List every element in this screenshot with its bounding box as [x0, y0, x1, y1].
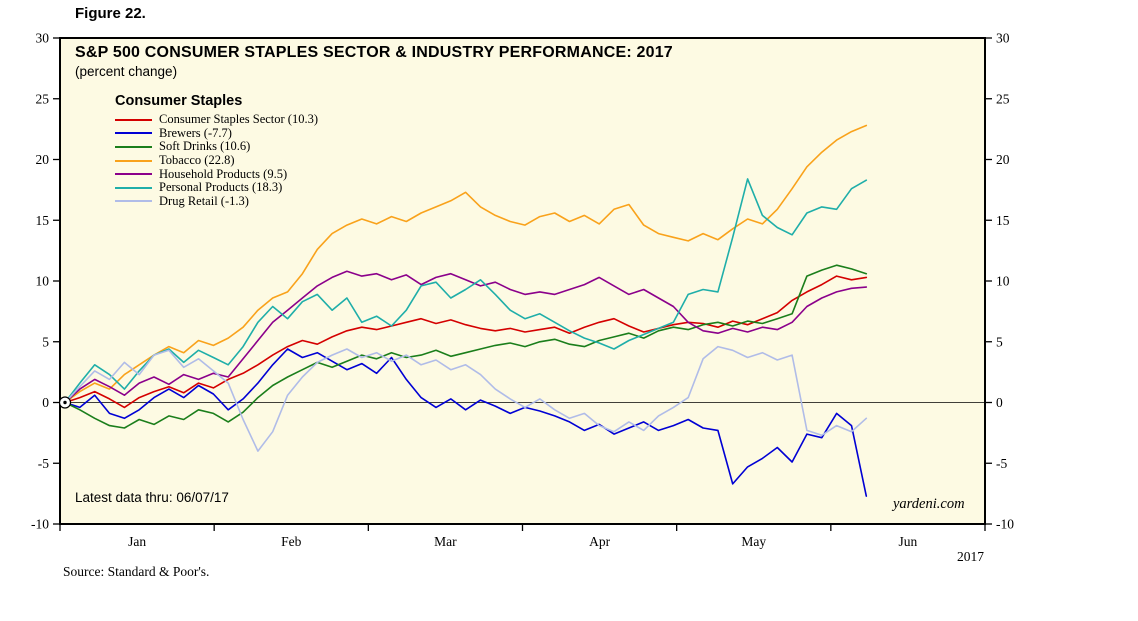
legend-item-list: Consumer Staples Sector (10.3) Brewers (-…	[115, 112, 319, 209]
legend-swatch-drug-retail	[115, 200, 152, 203]
legend-item: Tobacco (22.8)	[115, 153, 318, 168]
legend-item: Personal Products (18.3)	[115, 180, 318, 195]
y-axis-label-right: 25	[996, 91, 1010, 106]
y-axis-label-right: -10	[996, 517, 1014, 532]
y-axis-label-left: 10	[36, 274, 50, 289]
legend-label: Tobacco (22.8)	[159, 153, 235, 168]
legend-item: Drug Retail (-1.3)	[115, 193, 318, 209]
y-axis-label-left: -5	[38, 456, 49, 471]
series-line-consumer-staples-sector	[64, 275, 868, 409]
watermark-yardeni: yardeni.com	[893, 496, 965, 512]
legend-swatch-consumer-staples-sector	[115, 118, 152, 121]
y-axis-label-right: 0	[996, 395, 1003, 410]
x-axis-month-label: May	[741, 534, 766, 549]
y-axis-label-left: 20	[36, 152, 50, 167]
x-axis-month-label: Feb	[281, 534, 302, 549]
series-line-personal-products	[64, 178, 868, 404]
legend-swatch-personal-products	[115, 186, 152, 189]
legend: Consumer Staples Sector (10.3) Brewers (-…	[115, 112, 319, 209]
y-axis-label-left: 30	[36, 31, 50, 46]
y-axis-label-right: 10	[996, 274, 1010, 289]
legend-item: Consumer Staples Sector (10.3)	[115, 112, 319, 127]
legend-item: Soft Drinks (10.6)	[115, 139, 318, 154]
x-axis-month-label: Mar	[434, 534, 457, 549]
legend-item: Brewers (-7.7)	[115, 125, 318, 141]
y-axis-label-left: -10	[31, 517, 49, 532]
series-line-household-products	[64, 270, 868, 404]
y-axis-label-right: -5	[996, 456, 1007, 471]
latest-data-note: Latest data thru: 06/07/17	[75, 490, 229, 505]
y-axis-label-right: 30	[996, 31, 1010, 46]
x-axis-year-label: 2017	[957, 549, 984, 564]
legend-label: Consumer Staples Sector (10.3)	[159, 112, 319, 127]
legend-swatch-tobacco	[115, 159, 152, 162]
x-axis-month-label: Apr	[589, 534, 610, 549]
series-line-soft-drinks	[64, 264, 868, 429]
legend-title: Consumer Staples	[115, 93, 243, 109]
legend-label: Brewers (-7.7)	[159, 125, 232, 140]
y-axis-label-left: 15	[36, 213, 50, 228]
legend-label: Drug Retail (-1.3)	[159, 193, 249, 208]
x-axis-month-label: Jan	[128, 534, 146, 549]
y-axis-label-right: 20	[996, 152, 1010, 167]
legend-label: Personal Products (18.3)	[159, 180, 283, 195]
chart-title: S&P 500 CONSUMER STAPLES SECTOR & INDUST…	[75, 44, 673, 61]
source-note: Source: Standard & Poor's.	[63, 564, 210, 579]
y-axis-label-right: 15	[996, 213, 1010, 228]
series-line-tobacco	[64, 124, 868, 404]
legend-label: Household Products (9.5)	[159, 166, 288, 181]
series-line-brewers	[64, 348, 868, 497]
x-axis-month-label: Jun	[899, 534, 918, 549]
y-axis-label-left: 25	[36, 91, 50, 106]
y-axis-label-left: 5	[42, 334, 49, 349]
series-line-drug-retail	[64, 345, 868, 452]
y-axis-label-right: 5	[996, 334, 1003, 349]
legend-swatch-soft-drinks	[115, 145, 152, 148]
chart-subtitle: (percent change)	[75, 64, 178, 79]
legend-swatch-brewers	[115, 132, 152, 135]
origin-marker-dot	[63, 400, 67, 405]
figure-label: Figure 22.	[75, 5, 146, 22]
plot-area	[59, 37, 986, 525]
legend-label: Soft Drinks (10.6)	[159, 139, 251, 154]
legend-item: Household Products (9.5)	[115, 167, 318, 181]
legend-swatch-household-products	[115, 173, 152, 176]
y-axis-label-left: 0	[42, 395, 49, 410]
